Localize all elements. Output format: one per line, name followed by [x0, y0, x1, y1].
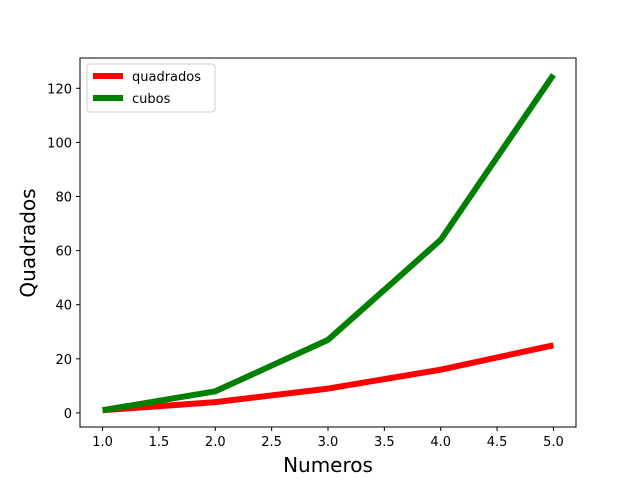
- x-axis-ticks: 1.0 1.5 2.0 2.5 3.0 3.5 4.0 4.5 5.0: [92, 427, 564, 450]
- x-axis-label: Numeros: [283, 453, 373, 477]
- series-line-quadrados: [102, 342, 555, 414]
- y-tick-label: 40: [55, 299, 72, 314]
- legend: quadrados cubos: [86, 63, 216, 113]
- x-tick-label: 3.0: [318, 435, 339, 450]
- legend-label: cubos: [132, 92, 171, 107]
- y-axis-ticks: 0 20 40 60 80 100 120: [47, 82, 80, 422]
- y-tick-label: 60: [55, 245, 72, 260]
- x-tick-label: 1.0: [92, 435, 113, 450]
- x-tick-label: 2.5: [261, 435, 282, 450]
- series-lines: [102, 73, 556, 414]
- x-tick-label: 1.5: [149, 435, 170, 450]
- y-tick-label: 20: [55, 353, 72, 368]
- series-line-cubos: [102, 73, 556, 414]
- x-tick-label: 5.0: [543, 435, 564, 450]
- y-tick-label: 100: [47, 136, 72, 151]
- y-tick-label: 80: [55, 191, 72, 206]
- legend-label: quadrados: [132, 70, 201, 85]
- y-tick-label: 0: [64, 407, 72, 422]
- y-axis-label: Quadrados: [16, 188, 40, 297]
- x-tick-label: 4.0: [430, 435, 451, 450]
- x-tick-label: 2.0: [205, 435, 226, 450]
- x-tick-label: 4.5: [487, 435, 508, 450]
- y-tick-label: 120: [47, 82, 72, 97]
- x-tick-label: 3.5: [374, 435, 395, 450]
